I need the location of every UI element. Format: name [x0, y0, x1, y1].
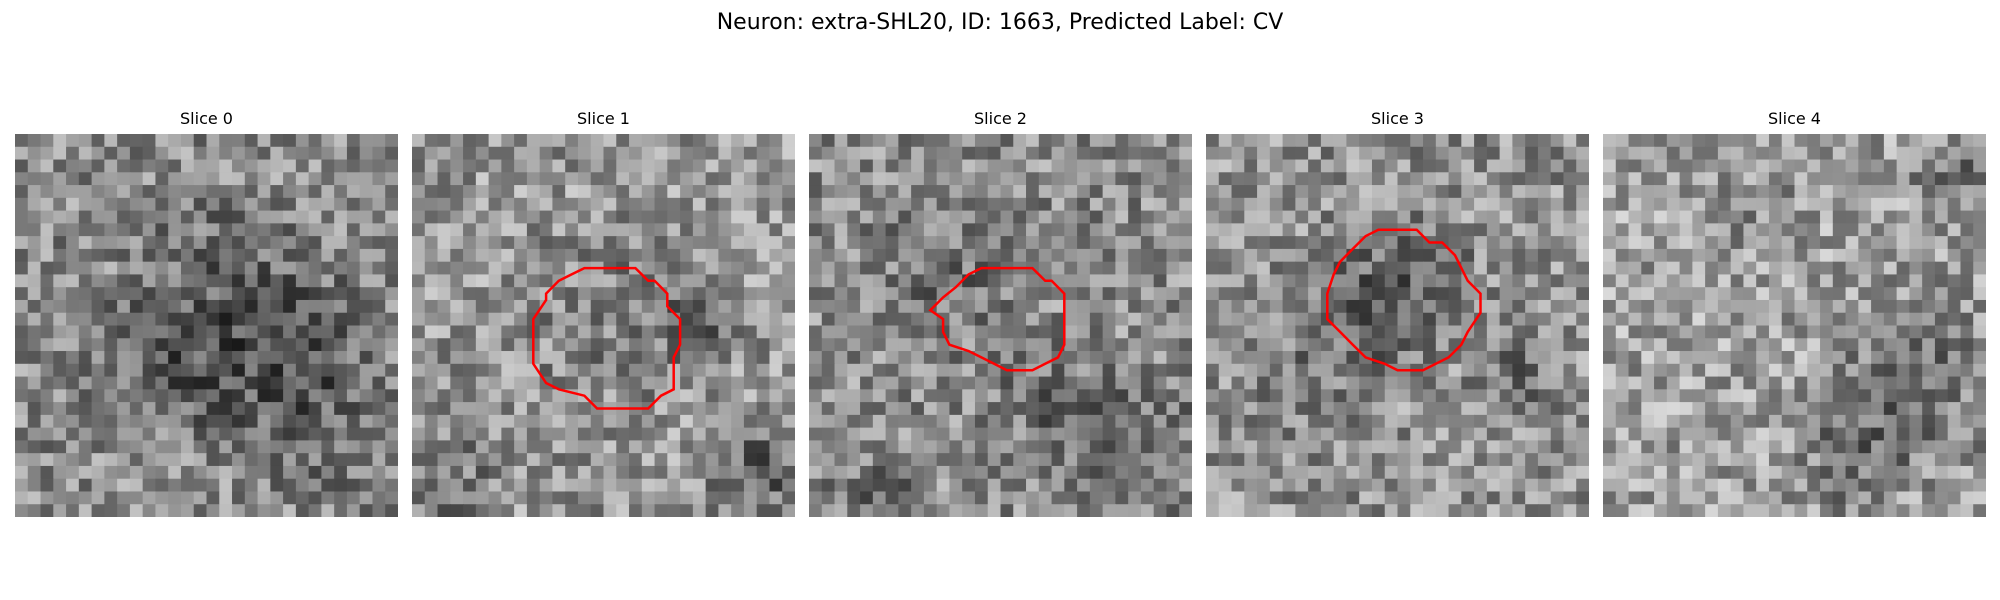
slice-title: Slice 2: [974, 109, 1027, 128]
slice-title: Slice 0: [180, 109, 233, 128]
slice-title: Slice 4: [1768, 109, 1821, 128]
slice-image: [1603, 134, 1986, 517]
slice-image: [1206, 134, 1589, 517]
roi-outline: [532, 266, 682, 410]
roi-outline: [928, 266, 1066, 372]
slice-panel-0: Slice 0: [15, 108, 398, 517]
slice-image: [412, 134, 795, 517]
slice-panel-2: Slice 2: [809, 108, 1192, 517]
slice-image: [15, 134, 398, 517]
figure-title: Neuron: extra-SHL20, ID: 1663, Predicted…: [716, 10, 1284, 35]
slice-image: [809, 134, 1192, 517]
slice-panel-1: Slice 1: [412, 108, 795, 517]
roi-outline: [1326, 228, 1482, 372]
slice-title: Slice 3: [1371, 109, 1424, 128]
slice-title: Slice 1: [577, 109, 630, 128]
slice-panel-4: Slice 4: [1603, 108, 1986, 517]
slice-panel-3: Slice 3: [1206, 108, 1589, 517]
